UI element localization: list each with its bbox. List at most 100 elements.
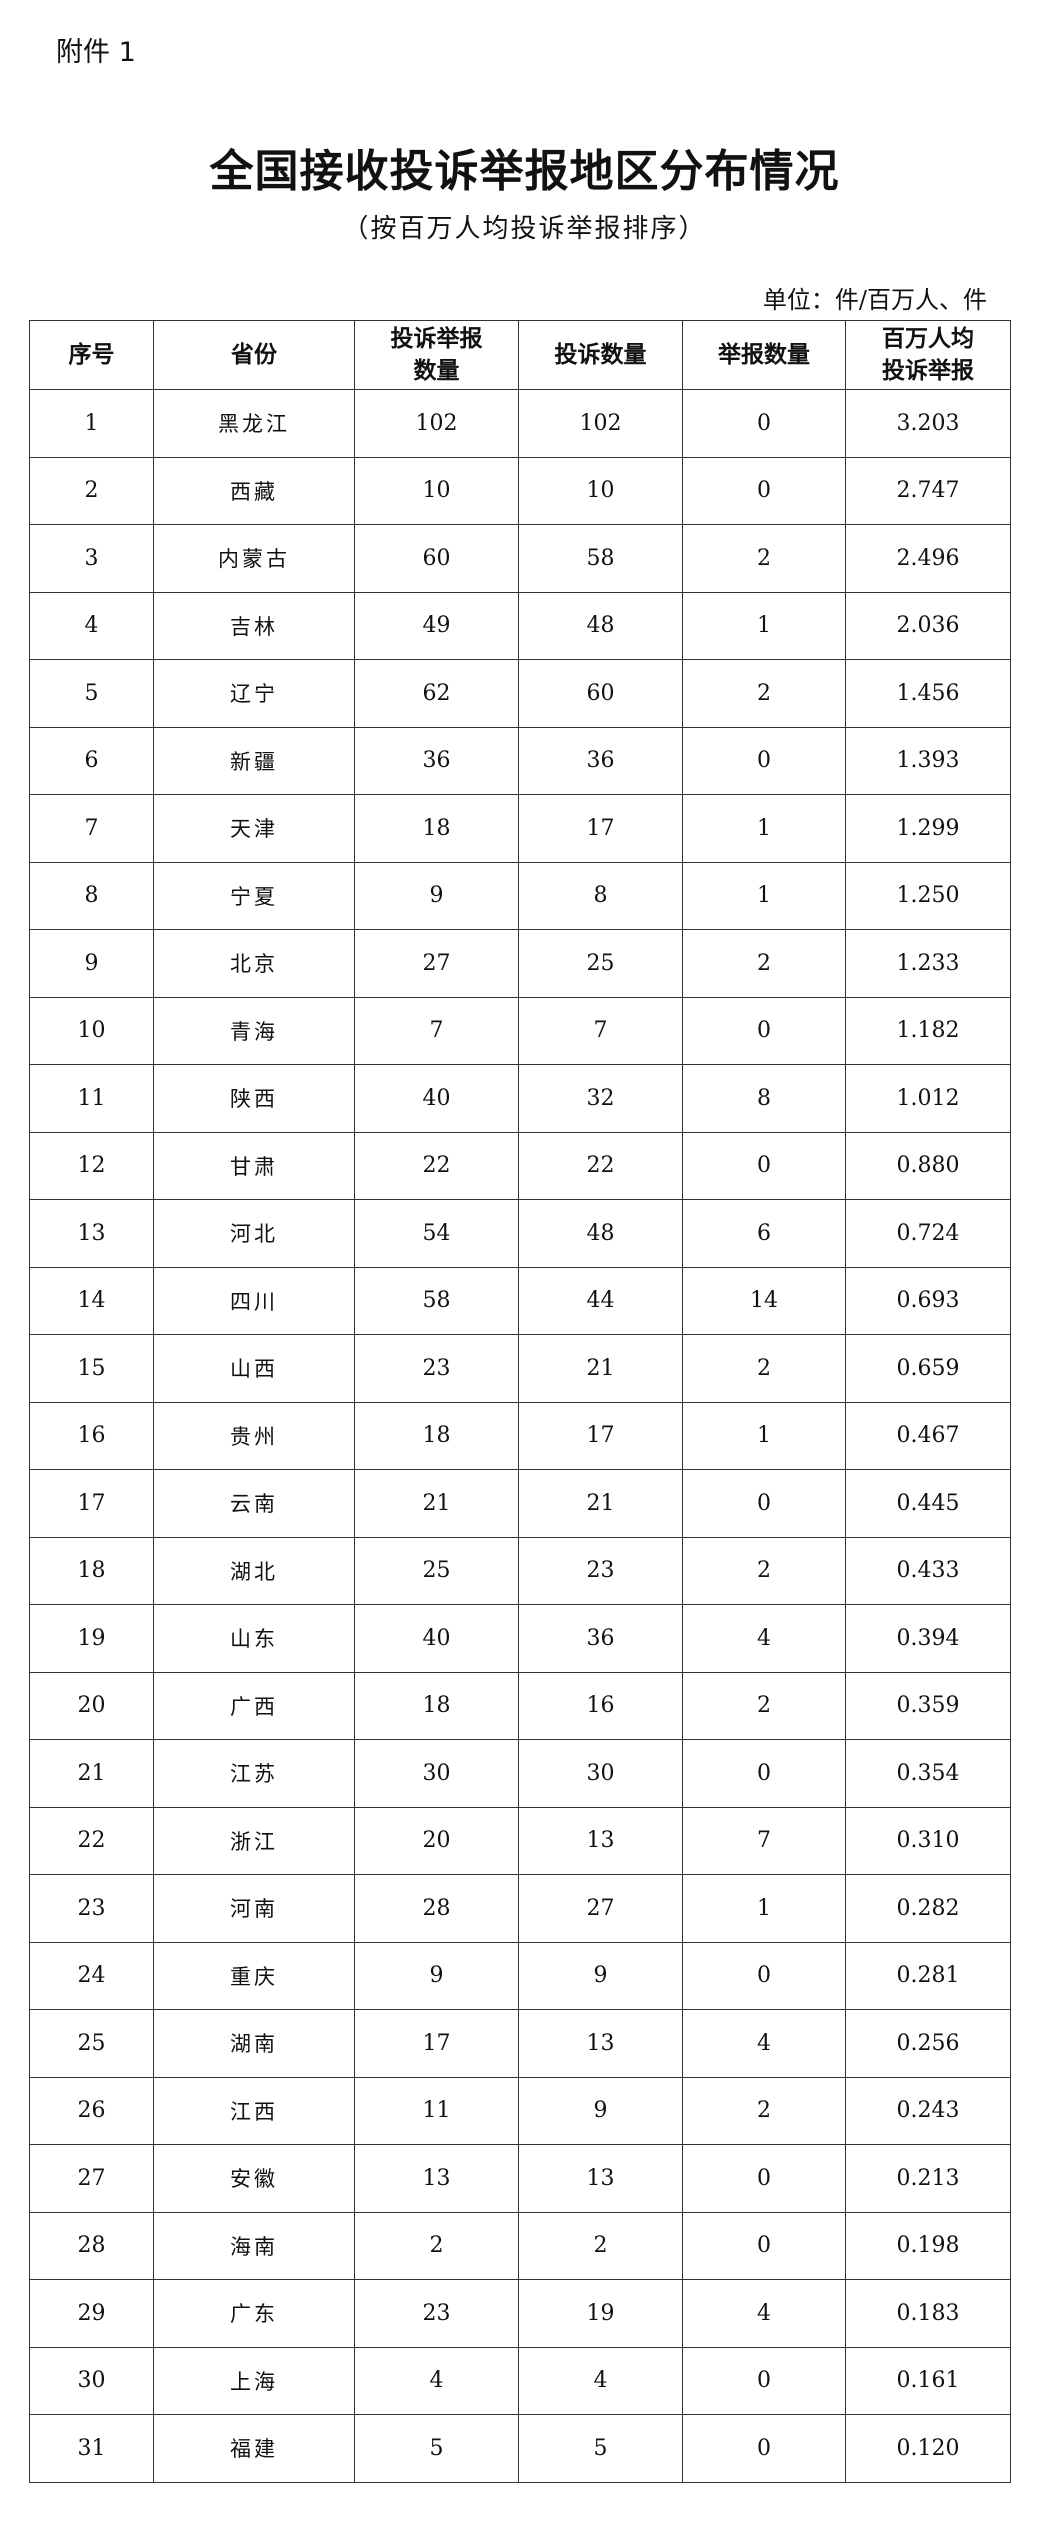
- cell-complaints: 10: [518, 456, 683, 525]
- cell-total: 49: [354, 591, 519, 660]
- cell-reports: 0: [682, 389, 846, 458]
- cell-province: 新疆: [153, 726, 355, 795]
- cell-reports: 0: [682, 2144, 846, 2213]
- cell-index: 28: [29, 2211, 154, 2280]
- table-row: 7 天津 18 17 1 1.299: [29, 794, 1011, 863]
- cell-complaints: 2: [518, 2211, 683, 2280]
- table-row: 10 青海 7 7 0 1.182: [29, 996, 1011, 1065]
- column-header-complaints: 投诉数量: [518, 320, 683, 390]
- table-row: 11 陕西 40 32 8 1.012: [29, 1064, 1011, 1133]
- cell-complaints: 17: [518, 1401, 683, 1470]
- cell-index: 23: [29, 1874, 154, 1943]
- cell-total: 22: [354, 1131, 519, 1200]
- cell-reports: 0: [682, 1469, 846, 1538]
- cell-complaints: 19: [518, 2279, 683, 2348]
- cell-total: 58: [354, 1266, 519, 1335]
- table-row: 1 黑龙江 102 102 0 3.203: [29, 389, 1011, 458]
- cell-total: 20: [354, 1806, 519, 1875]
- column-header-line: 投诉举报: [882, 358, 974, 384]
- cell-reports: 0: [682, 2346, 846, 2415]
- cell-complaints: 58: [518, 524, 683, 593]
- table-row: 21 江苏 30 30 0 0.354: [29, 1739, 1011, 1808]
- cell-province: 吉林: [153, 591, 355, 660]
- cell-province: 北京: [153, 929, 355, 998]
- cell-complaints: 44: [518, 1266, 683, 1335]
- cell-total: 62: [354, 659, 519, 728]
- cell-reports: 0: [682, 1131, 846, 1200]
- cell-reports: 0: [682, 996, 846, 1065]
- cell-per-million: 0.433: [845, 1536, 1011, 1605]
- cell-index: 19: [29, 1604, 154, 1673]
- column-header-line: 投诉数量: [554, 342, 647, 368]
- cell-province: 云南: [153, 1469, 355, 1538]
- cell-reports: 4: [682, 2279, 846, 2348]
- cell-per-million: 0.693: [845, 1266, 1011, 1335]
- cell-index: 5: [29, 659, 154, 728]
- cell-total: 18: [354, 794, 519, 863]
- cell-complaints: 25: [518, 929, 683, 998]
- column-header-reports: 举报数量: [682, 320, 846, 390]
- cell-reports: 1: [682, 794, 846, 863]
- table-row: 31 福建 5 5 0 0.120: [29, 2414, 1011, 2483]
- cell-reports: 0: [682, 456, 846, 525]
- cell-index: 17: [29, 1469, 154, 1538]
- cell-complaints: 13: [518, 2144, 683, 2213]
- cell-per-million: 0.394: [845, 1604, 1011, 1673]
- cell-per-million: 0.354: [845, 1739, 1011, 1808]
- cell-province: 贵州: [153, 1401, 355, 1470]
- cell-province: 浙江: [153, 1806, 355, 1875]
- table-row: 18 湖北 25 23 2 0.433: [29, 1536, 1011, 1605]
- cell-reports: 2: [682, 1334, 846, 1403]
- cell-per-million: 1.012: [845, 1064, 1011, 1133]
- cell-index: 26: [29, 2076, 154, 2145]
- table-row: 25 湖南 17 13 4 0.256: [29, 2009, 1011, 2078]
- page-title: 全国接收投诉举报地区分布情况: [209, 146, 840, 197]
- cell-index: 7: [29, 794, 154, 863]
- cell-index: 3: [29, 524, 154, 593]
- cell-province: 福建: [153, 2414, 355, 2483]
- cell-total: 18: [354, 1671, 519, 1740]
- cell-complaints: 23: [518, 1536, 683, 1605]
- cell-province: 广西: [153, 1671, 355, 1740]
- cell-reports: 0: [682, 726, 846, 795]
- cell-complaints: 48: [518, 1199, 683, 1268]
- cell-per-million: 2.036: [845, 591, 1011, 660]
- cell-province: 河南: [153, 1874, 355, 1943]
- cell-complaints: 48: [518, 591, 683, 660]
- cell-index: 6: [29, 726, 154, 795]
- cell-complaints: 17: [518, 794, 683, 863]
- cell-per-million: 0.310: [845, 1806, 1011, 1875]
- cell-total: 30: [354, 1739, 519, 1808]
- cell-per-million: 0.281: [845, 1941, 1011, 2010]
- cell-province: 天津: [153, 794, 355, 863]
- column-header-line: 投诉举报: [390, 326, 483, 352]
- column-header-province: 省份: [153, 320, 355, 390]
- cell-index: 11: [29, 1064, 154, 1133]
- cell-index: 1: [29, 389, 154, 458]
- cell-total: 2: [354, 2211, 519, 2280]
- cell-total: 23: [354, 1334, 519, 1403]
- cell-index: 2: [29, 456, 154, 525]
- cell-index: 10: [29, 996, 154, 1065]
- cell-total: 13: [354, 2144, 519, 2213]
- cell-per-million: 1.233: [845, 929, 1011, 998]
- column-header-line: 省份: [231, 342, 277, 368]
- cell-total: 40: [354, 1064, 519, 1133]
- cell-reports: 2: [682, 659, 846, 728]
- cell-index: 22: [29, 1806, 154, 1875]
- cell-per-million: 0.880: [845, 1131, 1011, 1200]
- unit-label: 单位：件/百万人、件: [762, 286, 987, 314]
- cell-complaints: 4: [518, 2346, 683, 2415]
- table-row: 2 西藏 10 10 0 2.747: [29, 456, 1011, 525]
- cell-per-million: 1.393: [845, 726, 1011, 795]
- table-row: 5 辽宁 62 60 2 1.456: [29, 659, 1011, 728]
- cell-complaints: 27: [518, 1874, 683, 1943]
- cell-complaints: 36: [518, 1604, 683, 1673]
- cell-province: 湖北: [153, 1536, 355, 1605]
- table-row: 13 河北 54 48 6 0.724: [29, 1199, 1011, 1268]
- cell-reports: 8: [682, 1064, 846, 1133]
- cell-index: 25: [29, 2009, 154, 2078]
- cell-total: 60: [354, 524, 519, 593]
- page-subtitle: （按百万人均投诉举报排序）: [342, 214, 707, 244]
- cell-per-million: 3.203: [845, 389, 1011, 458]
